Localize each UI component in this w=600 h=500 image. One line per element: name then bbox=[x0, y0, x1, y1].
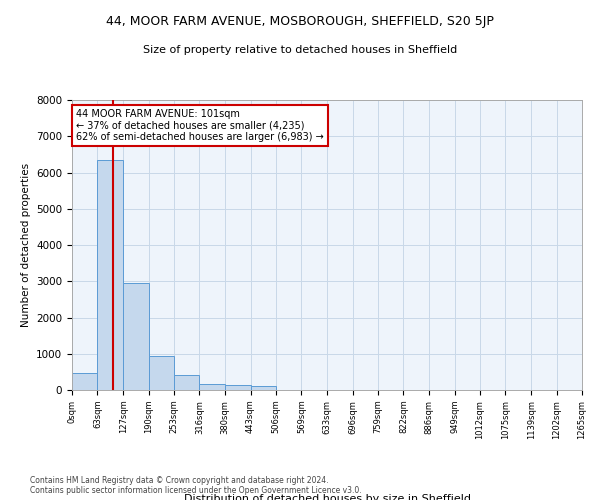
Bar bbox=[174, 375, 199, 390]
Bar bbox=[225, 386, 251, 390]
X-axis label: Distribution of detached houses by size in Sheffield: Distribution of detached houses by size … bbox=[184, 494, 470, 500]
Text: 44 MOOR FARM AVENUE: 101sqm
← 37% of detached houses are smaller (4,235)
62% of : 44 MOOR FARM AVENUE: 101sqm ← 37% of det… bbox=[76, 109, 324, 142]
Text: Contains HM Land Registry data © Crown copyright and database right 2024.
Contai: Contains HM Land Registry data © Crown c… bbox=[30, 476, 362, 495]
Bar bbox=[123, 283, 149, 390]
Y-axis label: Number of detached properties: Number of detached properties bbox=[20, 163, 31, 327]
Bar bbox=[97, 160, 123, 390]
Bar bbox=[72, 373, 97, 390]
Bar bbox=[149, 356, 174, 390]
Bar bbox=[199, 384, 225, 390]
Text: Size of property relative to detached houses in Sheffield: Size of property relative to detached ho… bbox=[143, 45, 457, 55]
Bar bbox=[251, 386, 276, 390]
Text: 44, MOOR FARM AVENUE, MOSBOROUGH, SHEFFIELD, S20 5JP: 44, MOOR FARM AVENUE, MOSBOROUGH, SHEFFI… bbox=[106, 15, 494, 28]
